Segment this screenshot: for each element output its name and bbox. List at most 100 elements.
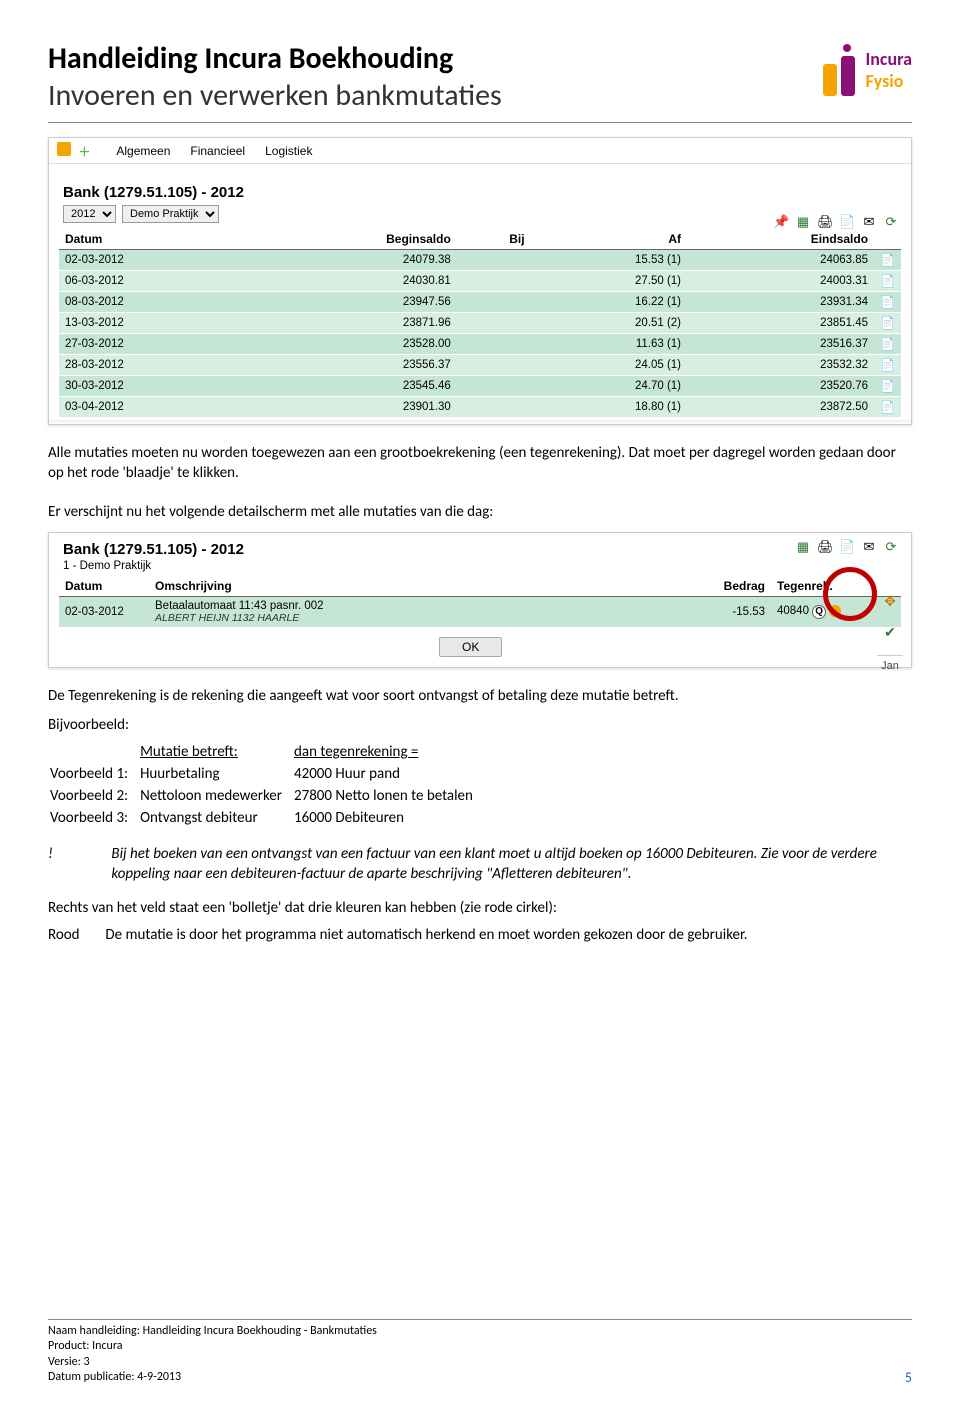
cell-end: 23520.76 — [687, 376, 874, 397]
cell-begin: 23947.56 — [250, 292, 457, 313]
detail-icon[interactable]: 📄 — [880, 379, 895, 393]
logo-sub: Fysio — [865, 70, 912, 92]
detail-icon[interactable]: 📄 — [880, 316, 895, 330]
cell-bij — [457, 271, 531, 292]
table-row[interactable]: 30-03-201223545.4624.70 (1)23520.76📄 — [59, 376, 901, 397]
cell-end: 23516.37 — [687, 334, 874, 355]
refresh-icon[interactable]: ⟳ — [883, 214, 899, 230]
cell-bij — [457, 376, 531, 397]
note-bang: ! — [48, 844, 108, 864]
print-icon[interactable]: 🖨 — [817, 539, 833, 555]
note-block: ! Bij het boeken van een ontvangst van e… — [48, 844, 912, 885]
rood-block: Rood De mutatie is door het programma ni… — [48, 925, 912, 945]
detail-icon[interactable]: 📄 — [880, 358, 895, 372]
col-datum: Datum — [59, 229, 250, 250]
table-row[interactable]: 08-03-201223947.5616.22 (1)23931.34📄 — [59, 292, 901, 313]
cell-end: 23532.32 — [687, 355, 874, 376]
print-icon[interactable]: 🖨 — [817, 214, 833, 230]
side-toolbar: ✥ ✔ Jan — [877, 593, 903, 672]
month-label[interactable]: Jan — [877, 655, 903, 672]
cell-date: 02-03-2012 — [59, 250, 250, 271]
cell-begin: 23901.30 — [250, 397, 457, 418]
excel-icon[interactable]: ▦ — [795, 539, 811, 555]
paragraph: Rechts van het veld staat een 'bolletje'… — [48, 899, 912, 917]
cell-bij — [457, 397, 531, 418]
example-table: Mutatie betreft: dan tegenrekening = Voo… — [48, 740, 485, 830]
table-row[interactable]: 03-04-201223901.3018.80 (1)23872.50📄 — [59, 397, 901, 418]
page-number: 5 — [905, 1369, 912, 1386]
cell-date: 06-03-2012 — [59, 271, 250, 292]
col-bedrag: Bedrag — [691, 576, 771, 597]
table-row[interactable]: 02-03-201224079.3815.53 (1)24063.85📄 — [59, 250, 901, 271]
cell-begin: 24030.81 — [250, 271, 457, 292]
refresh-icon[interactable]: ⟳ — [883, 539, 899, 555]
cell-begin: 23545.46 — [250, 376, 457, 397]
cell-date: 02-03-2012 — [59, 596, 149, 627]
ok-button[interactable]: OK — [439, 637, 502, 657]
detail-icon[interactable]: 📄 — [880, 274, 895, 288]
cell-af: 20.51 (2) — [531, 313, 687, 334]
bank-title: Bank (1279.51.105) - 2012 — [63, 184, 901, 201]
cell-af: 24.70 (1) — [531, 376, 687, 397]
cell-af: 15.53 (1) — [531, 250, 687, 271]
table-row[interactable]: 13-03-201223871.9620.51 (2)23851.45📄 — [59, 313, 901, 334]
cell-end: 23851.45 — [687, 313, 874, 334]
pdf-icon[interactable]: 📄 — [839, 214, 855, 230]
col-omschrijving: Omschrijving — [149, 576, 691, 597]
detail-icon[interactable]: 📄 — [880, 253, 895, 267]
cell-end: 23872.50 — [687, 397, 874, 418]
cell-bij — [457, 334, 531, 355]
toolbar-icons: ▦ 🖨 📄 ✉ ⟳ — [795, 539, 899, 555]
example-row: Voorbeeld 3:Ontvangst debiteur16000 Debi… — [50, 808, 483, 828]
pdf-icon[interactable]: 📄 — [839, 539, 855, 555]
cell-bij — [457, 355, 531, 376]
toolbar-icons: 📌 ▦ 🖨 📄 ✉ ⟳ — [773, 214, 899, 230]
logo-icon — [811, 44, 859, 96]
cell-begin: 23871.96 — [250, 313, 457, 334]
excel-icon[interactable]: ▦ — [795, 214, 811, 230]
move-icon[interactable]: ✥ — [884, 593, 896, 610]
mail-icon[interactable]: ✉ — [861, 214, 877, 230]
footer-line: Versie: 3 — [48, 1355, 377, 1371]
col-beginsaldo: Beginsaldo — [250, 229, 457, 250]
table-row[interactable]: 06-03-201224030.8127.50 (1)24003.31📄 — [59, 271, 901, 292]
cell-af: 11.63 (1) — [531, 334, 687, 355]
note-text: Bij het boeken van een ontvangst van een… — [111, 844, 901, 885]
rood-text: De mutatie is door het programma niet au… — [105, 925, 897, 945]
cell-begin: 23528.00 — [250, 334, 457, 355]
detail-icon[interactable]: 📄 — [880, 400, 895, 414]
example-head-left: Mutatie betreft: — [140, 742, 292, 762]
mail-icon[interactable]: ✉ — [861, 539, 877, 555]
cell-bedrag: -15.53 — [691, 596, 771, 627]
detail-icon[interactable]: 📄 — [880, 295, 895, 309]
check-icon[interactable]: ✔ — [884, 624, 896, 641]
paragraph: Er verschijnt nu het volgende detailsche… — [48, 502, 912, 522]
menu-item[interactable]: Financieel — [190, 144, 245, 158]
paragraph: Alle mutaties moeten nu worden toegeweze… — [48, 443, 912, 484]
col-bij: Bij — [457, 229, 531, 250]
bank-title: Bank (1279.51.105) - 2012 — [59, 537, 901, 560]
practice-line: 1 - Demo Praktijk — [59, 560, 901, 572]
table-row[interactable]: 28-03-201223556.3724.05 (1)23532.32📄 — [59, 355, 901, 376]
footer-line: Product: Incura — [48, 1339, 377, 1355]
search-icon[interactable]: Q — [812, 605, 826, 619]
detail-table: Datum Omschrijving Bedrag Tegenrek. 02-0… — [59, 576, 901, 627]
doc-subtitle: Invoeren en verwerken bankmutaties — [48, 77, 811, 114]
col-af: Af — [531, 229, 687, 250]
detail-icon[interactable]: 📄 — [880, 337, 895, 351]
cell-af: 18.80 (1) — [531, 397, 687, 418]
paragraph: De Tegenrekening is de rekening die aang… — [48, 686, 912, 706]
cell-desc: Betaalautomaat 11:43 pasnr. 002 ALBERT H… — [149, 596, 691, 627]
col-eindsaldo: Eindsaldo — [687, 229, 874, 250]
cell-begin: 24079.38 — [250, 250, 457, 271]
practice-select[interactable]: Demo Praktijk — [122, 205, 219, 223]
year-select[interactable]: 2012 — [63, 205, 116, 223]
menu-item[interactable]: Logistiek — [265, 144, 312, 158]
cell-date: 28-03-2012 — [59, 355, 250, 376]
menu-item[interactable]: Algemeen — [116, 144, 170, 158]
cell-bij — [457, 250, 531, 271]
pin-icon[interactable]: 📌 — [773, 214, 789, 230]
table-row[interactable]: 27-03-201223528.0011.63 (1)23516.37📄 — [59, 334, 901, 355]
detail-row[interactable]: 02-03-2012 Betaalautomaat 11:43 pasnr. 0… — [59, 596, 901, 627]
screenshot-bank-detail: ▦ 🖨 📄 ✉ ⟳ Bank (1279.51.105) - 2012 1 - … — [48, 532, 912, 668]
